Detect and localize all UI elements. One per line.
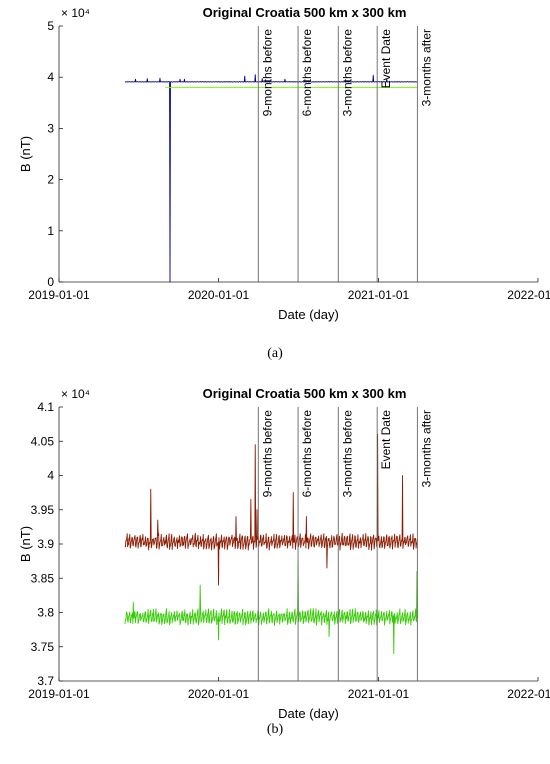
series-line-0	[124, 433, 418, 586]
y-tick-label: 3.7	[37, 674, 54, 688]
event-label: 3-months after	[419, 410, 433, 487]
y-tick-label: 3.8	[37, 606, 54, 620]
y-tick-label: 3.9	[37, 537, 54, 551]
x-tick-label: 2019-01-01	[28, 687, 90, 701]
panel-a: Original Croatia 500 km x 300 km × 10⁴ 0 1 2…	[18, 5, 550, 322]
x-axis-label: Date (day)	[278, 307, 339, 322]
y-axis-label: B (nT)	[18, 136, 33, 172]
y-tick-label: 4	[47, 469, 54, 483]
event-label: 3-months before	[340, 410, 354, 498]
y-axis-label: B (nT)	[18, 526, 33, 562]
event-label: 3-months before	[340, 29, 354, 117]
y-tick-label: 3.75	[31, 640, 55, 654]
panel-b: Original Croatia 500 km x 300 km × 10⁴ 3.7…	[18, 386, 550, 721]
x-tick-label: 2021-01-01	[348, 288, 410, 302]
y-tick-label: 3.85	[31, 571, 55, 585]
caption-a: (a)	[267, 346, 283, 361]
series-line-1	[165, 86, 418, 89]
y-tick-label: 5	[47, 19, 54, 33]
y-tick-label: 3.95	[31, 503, 55, 517]
caption-b: (b)	[266, 722, 284, 737]
y-exponent-label: × 10⁴	[61, 6, 90, 20]
x-tick-label: 2020-01-01	[188, 687, 250, 701]
y-tick-label: 4.05	[31, 434, 55, 448]
event-label: 3-months after	[419, 29, 433, 106]
x-tick-label: 2020-01-01	[188, 288, 250, 302]
y-tick-label: 0	[47, 275, 54, 289]
x-tick-label: 2019-01-01	[28, 288, 90, 302]
event-label: 6-months before	[300, 29, 314, 117]
chart-title: Original Croatia 500 km x 300 km	[203, 5, 407, 20]
y-tick-label: 4	[47, 70, 54, 84]
y-exponent-label: × 10⁴	[61, 387, 90, 401]
y-tick-label: 2	[47, 173, 54, 187]
x-axis-label: Date (day)	[278, 706, 339, 721]
x-tick-label: 2021-01-01	[348, 687, 410, 701]
event-label: 6-months before	[300, 410, 314, 498]
event-label: 9-months before	[260, 410, 274, 498]
event-label: Event Date	[379, 29, 393, 89]
y-tick-label: 3	[47, 121, 54, 135]
event-label: 9-months before	[260, 29, 274, 117]
y-tick-label: 1	[47, 224, 54, 238]
chart-title: Original Croatia 500 km x 300 km	[203, 386, 407, 401]
x-tick-label: 2022-01-01	[507, 687, 550, 701]
x-tick-label: 2022-01-01	[507, 288, 550, 302]
y-tick-label: 4.1	[37, 400, 54, 414]
series-line-0	[124, 74, 418, 283]
series-line-1	[124, 560, 418, 655]
event-label: Event Date	[379, 410, 393, 470]
